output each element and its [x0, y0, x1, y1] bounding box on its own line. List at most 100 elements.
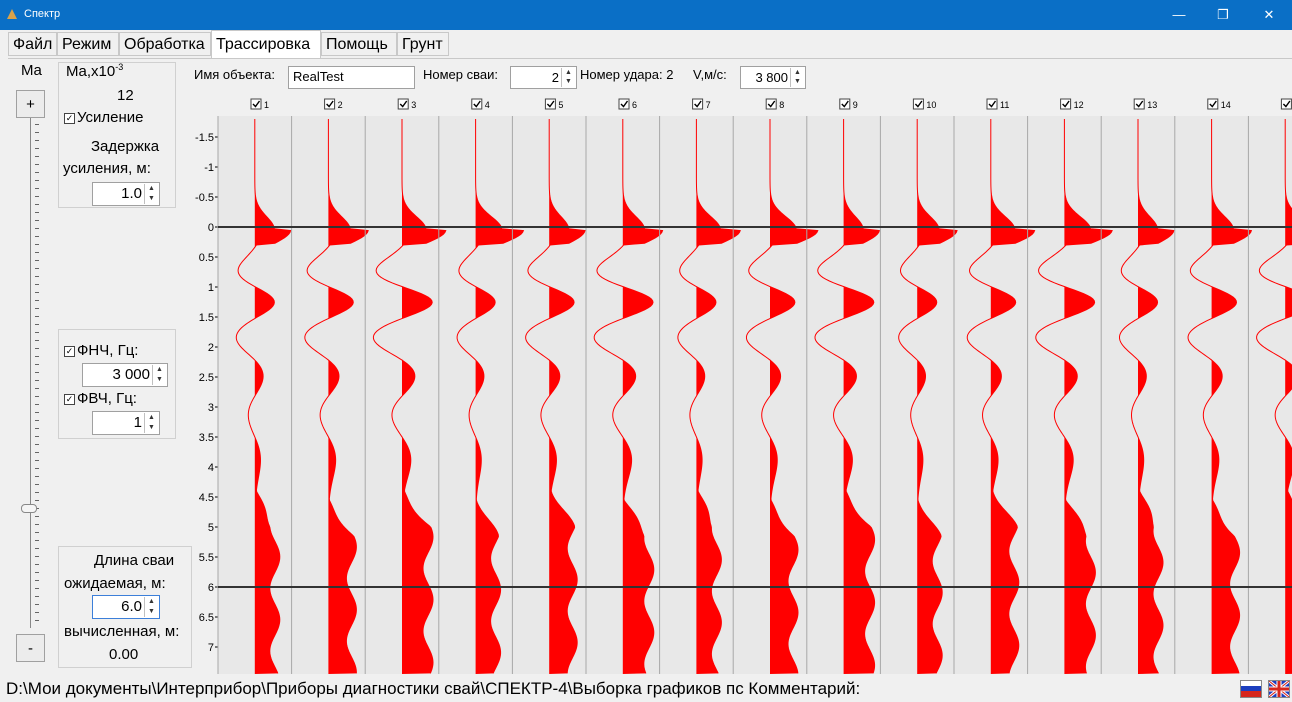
- trace-checkbox[interactable]: [471, 98, 483, 110]
- tab-processing[interactable]: Обработка: [119, 32, 211, 56]
- trace-fill: [402, 119, 446, 674]
- checkbox-checked-icon: [252, 100, 261, 108]
- computed-length-label: вычисленная, м:: [64, 623, 180, 640]
- spinner-arrows-icon[interactable]: ▲ ▼: [152, 365, 166, 385]
- gain-title: Ma,x10-3: [66, 62, 124, 80]
- slider-tick: [35, 188, 39, 189]
- trace-fill: [1064, 119, 1113, 674]
- minimize-button[interactable]: —: [1172, 7, 1186, 22]
- lpf-value: 3 000: [112, 366, 150, 383]
- trace-checkbox[interactable]: [839, 98, 851, 110]
- slider-tick: [35, 492, 39, 493]
- trace-fill: [1211, 119, 1252, 674]
- gain-checkbox[interactable]: ✓ Усиление: [64, 109, 144, 126]
- velocity-label: V,м/с:: [693, 67, 727, 82]
- trace-checkbox[interactable]: [912, 98, 924, 110]
- trace-checkbox[interactable]: [397, 98, 409, 110]
- spinner-arrows-icon[interactable]: ▲ ▼: [144, 413, 158, 433]
- title-bar: Спектр — ❐ ✕: [0, 0, 1292, 30]
- pile-number-spinner[interactable]: 2 ▲ ▼: [510, 66, 577, 89]
- checkbox-checked-icon: [1282, 100, 1291, 108]
- russian-flag-icon[interactable]: [1240, 680, 1262, 698]
- trace-line: [1187, 119, 1253, 674]
- trace-fill: [770, 119, 818, 674]
- close-button[interactable]: ✕: [1263, 7, 1275, 22]
- trace-checkbox[interactable]: [1133, 98, 1145, 110]
- y-tick-label: 0.5: [199, 252, 214, 264]
- hpf-spinner[interactable]: 1 ▲ ▼: [92, 411, 160, 435]
- slider-tick: [35, 308, 39, 309]
- slider-tick: [35, 380, 39, 381]
- y-tick-label: 3.5: [199, 432, 214, 444]
- lpf-checkbox[interactable]: ✓ ФНЧ, Гц:: [64, 342, 139, 359]
- ma-slider-track[interactable]: [30, 118, 31, 628]
- slider-tick: [35, 172, 39, 173]
- slider-tick: [35, 508, 39, 509]
- trace-checkbox[interactable]: [1060, 98, 1072, 110]
- trace-checkbox[interactable]: [1280, 98, 1292, 110]
- zoom-minus-button[interactable]: -: [16, 634, 45, 662]
- spinner-arrows-icon[interactable]: ▲ ▼: [561, 68, 575, 87]
- slider-tick: [35, 220, 39, 221]
- status-path: D:\Мои документы\Интерприбор\Приборы диа…: [6, 679, 861, 698]
- y-tick-label: 2.5: [199, 372, 214, 384]
- slider-tick: [35, 180, 39, 181]
- trace-checkbox[interactable]: [544, 98, 556, 110]
- tab-file[interactable]: Файл: [8, 32, 57, 56]
- trace-line: [966, 119, 1036, 674]
- slider-tick: [35, 404, 39, 405]
- slider-tick: [35, 228, 39, 229]
- tab-help[interactable]: Помощь: [321, 32, 397, 56]
- spinner-arrows-icon[interactable]: ▲ ▼: [790, 68, 804, 87]
- gain-value: 12: [117, 87, 134, 104]
- slider-tick: [35, 612, 39, 613]
- spinner-arrows-icon[interactable]: ▲ ▼: [144, 597, 158, 617]
- trace-plot[interactable]: -1.5 -1 -0.5 0 0.5 1 1.5 2 2.5 3 3.5 4 4.5 5 5.5 6 6.5 7 1…: [188, 96, 1292, 674]
- hit-number-label: Номер удара: 2: [580, 67, 674, 82]
- expected-length-spinner[interactable]: 6.0 ▲ ▼: [92, 595, 160, 619]
- expected-length-value: 6.0: [121, 598, 142, 615]
- zoom-plus-button[interactable]: +: [16, 90, 45, 118]
- checkbox-checked-icon: [841, 100, 849, 108]
- velocity-spinner[interactable]: 3 800 ▲ ▼: [740, 66, 806, 89]
- checkbox-checked-icon: [914, 100, 923, 108]
- slider-tick: [35, 276, 39, 277]
- tab-mode[interactable]: Режим: [57, 32, 119, 56]
- slider-tick: [35, 564, 39, 565]
- trace-checkbox[interactable]: [1207, 98, 1219, 110]
- spinner-arrows-icon[interactable]: ▲ ▼: [144, 184, 158, 204]
- trace-fill: [917, 119, 958, 674]
- trace-checkbox[interactable]: [324, 98, 336, 110]
- trace-checkbox[interactable]: [618, 98, 630, 110]
- slider-tick: [35, 532, 39, 533]
- gain-delay-spinner[interactable]: 1.0 ▲ ▼: [92, 182, 160, 206]
- restore-button[interactable]: ❐: [1217, 7, 1229, 22]
- trace-fill: [254, 119, 291, 674]
- y-tick-label: 2: [208, 342, 214, 354]
- trace-checkbox[interactable]: [765, 98, 777, 110]
- slider-tick: [35, 540, 39, 541]
- slider-tick: [35, 476, 39, 477]
- trace-label: 7: [706, 100, 711, 110]
- checkbox-checked-icon: [767, 100, 776, 108]
- english-flag-icon[interactable]: [1268, 679, 1290, 699]
- slider-tick: [35, 196, 39, 197]
- trace-checkbox[interactable]: [692, 98, 704, 110]
- ma-slider-thumb[interactable]: [21, 504, 37, 513]
- slider-tick: [35, 388, 39, 389]
- tab-tracing[interactable]: Трассировка: [211, 30, 321, 58]
- trace-line: [235, 119, 292, 674]
- hpf-checkbox[interactable]: ✓ ФВЧ, Гц:: [64, 390, 137, 407]
- trace-label: 8: [779, 100, 784, 110]
- lpf-spinner[interactable]: 3 000 ▲ ▼: [82, 363, 168, 387]
- tab-soil[interactable]: Грунт: [397, 32, 449, 56]
- slider-tick: [35, 500, 39, 501]
- trace-label: 6: [632, 100, 637, 110]
- trace-checkbox[interactable]: [250, 98, 262, 110]
- trace-line: [898, 119, 958, 674]
- union-jack-icon: [1268, 679, 1290, 699]
- slider-tick: [35, 236, 39, 237]
- trace-checkbox[interactable]: [986, 98, 998, 110]
- slider-tick: [35, 284, 39, 285]
- object-name-input[interactable]: RealTest: [288, 66, 415, 89]
